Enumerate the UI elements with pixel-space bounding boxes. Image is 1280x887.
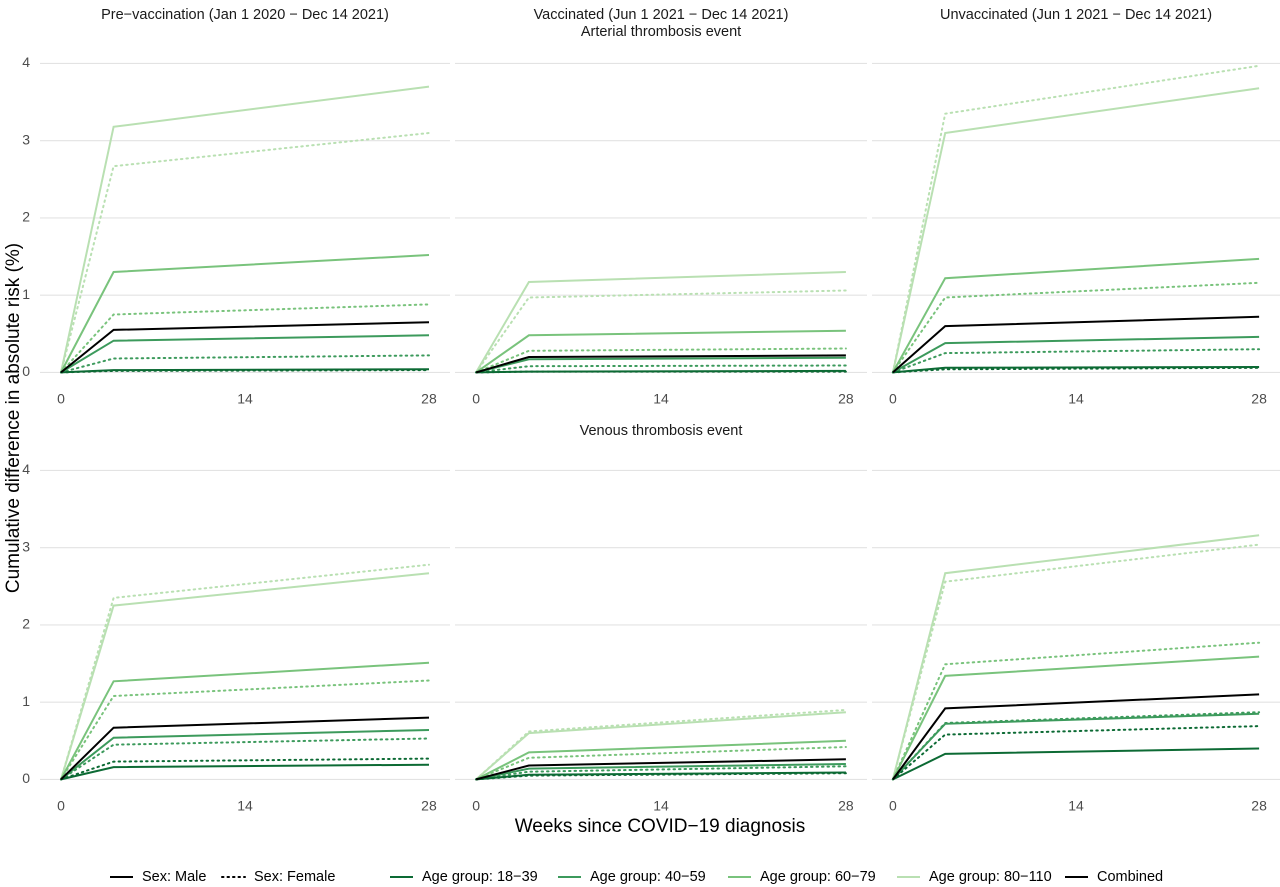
series-line	[892, 747, 1260, 781]
x-tick-label: 0	[472, 391, 480, 407]
x-tick-label: 0	[57, 798, 65, 814]
series-line	[891, 348, 1261, 374]
y-tick-label: 4	[22, 54, 30, 70]
x-tick-label: 0	[57, 391, 65, 407]
row-title: Arterial thrombosis event	[581, 24, 741, 40]
legend-label: Age group: 18−39	[422, 869, 538, 885]
x-tick-label: 14	[237, 391, 253, 407]
series-line	[891, 543, 1261, 781]
x-tick-label: 28	[1251, 391, 1267, 407]
y-axis-title: Cumulative difference in absolute risk (…	[3, 243, 24, 593]
legend-label: Sex: Male	[142, 869, 206, 885]
x-tick-label: 14	[653, 391, 669, 407]
series-line	[891, 366, 1261, 374]
y-tick-label: 3	[22, 131, 30, 147]
y-tick-label: 2	[22, 209, 30, 225]
series-line	[60, 757, 430, 781]
series-line	[60, 321, 430, 374]
x-tick-label: 0	[889, 798, 897, 814]
x-tick-label: 28	[838, 391, 854, 407]
series-line	[475, 772, 847, 781]
series-line	[892, 335, 1260, 374]
legend-label: Age group: 60−79	[760, 869, 876, 885]
series-line	[60, 572, 430, 780]
x-tick-label: 0	[472, 798, 480, 814]
series-line	[891, 64, 1261, 374]
series-line	[891, 281, 1261, 374]
y-tick-label: 0	[22, 770, 30, 786]
series-line	[60, 303, 430, 374]
series-line	[891, 534, 1260, 780]
y-tick-label: 3	[22, 538, 30, 554]
series-line	[892, 655, 1260, 780]
series-line	[475, 758, 846, 781]
x-tick-label: 0	[889, 391, 897, 407]
x-axis-title: Weeks since COVID−19 diagnosis	[515, 816, 806, 837]
legend-label: Age group: 80−110	[929, 869, 1052, 885]
series-line	[892, 315, 1260, 374]
panel-title: Pre−vaccination (Jan 1 2020 − Dec 14 202…	[101, 7, 389, 23]
legend-label: Combined	[1097, 869, 1163, 885]
series-line	[60, 563, 430, 781]
panel-title: Unvaccinated (Jun 1 2021 − Dec 14 2021)	[940, 7, 1212, 23]
series-line	[475, 765, 847, 781]
series-line	[60, 679, 430, 781]
legend-label: Sex: Female	[254, 869, 335, 885]
series-line	[892, 693, 1260, 780]
series-line	[475, 289, 847, 374]
x-tick-label: 28	[421, 391, 437, 407]
series-line	[60, 254, 430, 373]
series-line	[891, 711, 1261, 781]
series-line	[475, 708, 847, 781]
series-line	[475, 347, 847, 374]
y-tick-label: 1	[22, 286, 30, 302]
series-line	[60, 716, 430, 781]
x-tick-label: 14	[1068, 391, 1084, 407]
series-line	[60, 661, 430, 780]
series-line	[60, 729, 430, 781]
x-tick-label: 28	[1251, 798, 1267, 814]
series-line	[60, 369, 430, 374]
series-line	[60, 354, 430, 374]
series-line	[891, 725, 1261, 781]
x-tick-label: 28	[421, 798, 437, 814]
series-line	[475, 354, 846, 374]
y-tick-label: 4	[22, 461, 30, 477]
series-line	[892, 712, 1260, 781]
series-line	[475, 370, 847, 374]
series-line	[60, 132, 430, 374]
series-line	[60, 85, 430, 373]
series-line	[475, 746, 847, 781]
panel-title: Vaccinated (Jun 1 2021 − Dec 14 2021)	[534, 7, 789, 23]
legend-label: Age group: 40−59	[590, 869, 706, 885]
series-line	[60, 737, 430, 781]
row-title: Venous thrombosis event	[580, 423, 743, 439]
x-tick-label: 14	[653, 798, 669, 814]
series-line	[892, 257, 1260, 373]
y-tick-label: 1	[22, 693, 30, 709]
series-line	[60, 763, 430, 781]
x-tick-label: 14	[1068, 798, 1084, 814]
y-tick-label: 0	[22, 363, 30, 379]
y-tick-label: 2	[22, 616, 30, 632]
series-line	[475, 271, 846, 373]
series-line	[891, 87, 1260, 373]
series-line	[475, 739, 846, 781]
x-tick-label: 28	[838, 798, 854, 814]
series-line	[475, 364, 847, 374]
x-tick-label: 14	[237, 798, 253, 814]
series-line	[60, 334, 430, 374]
series-line	[475, 329, 846, 374]
series-line	[891, 641, 1261, 781]
